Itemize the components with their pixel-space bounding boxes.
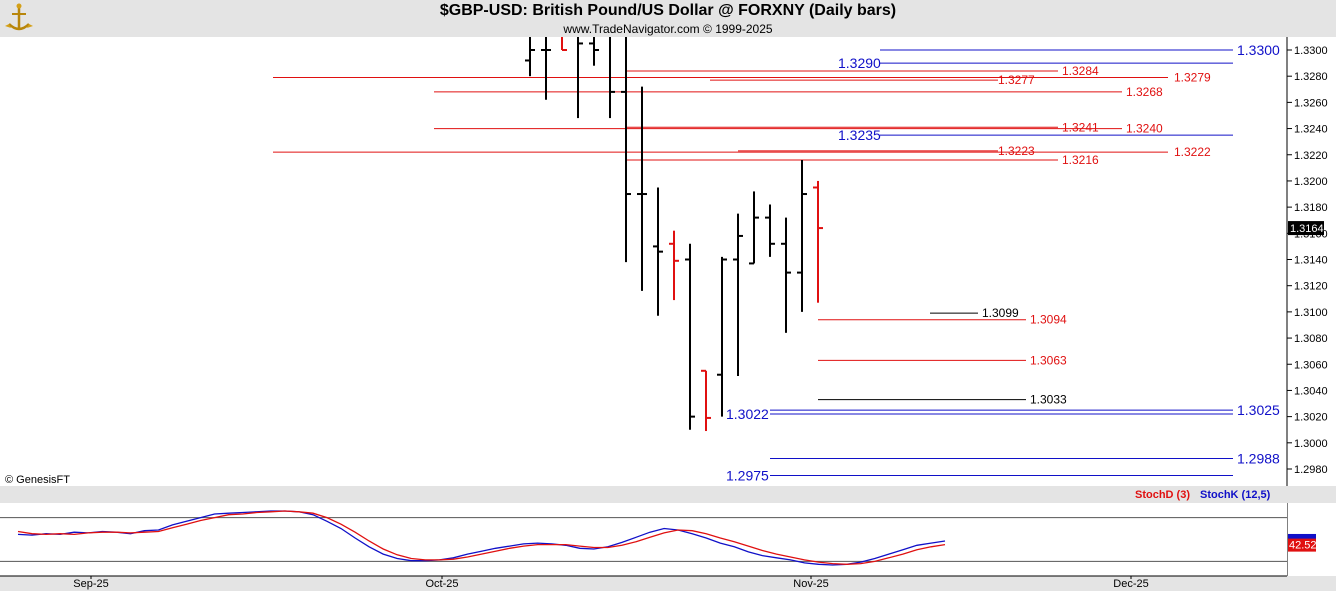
level-label: 1.3022 xyxy=(726,406,769,422)
stoch-k-line xyxy=(17,510,946,566)
stoch-k-legend: StochK (12,5) xyxy=(1200,489,1271,501)
price-panel xyxy=(0,37,1287,486)
stoch-d-legend: StochD (3) xyxy=(1135,489,1190,501)
price-tick-label: 1.3300 xyxy=(1294,45,1328,57)
chart-subtitle: www.TradeNavigator.com © 1999-2025 xyxy=(563,22,773,36)
level-label: 1.3223 xyxy=(998,144,1035,158)
ohlc-bars xyxy=(525,37,823,432)
level-label: 1.3268 xyxy=(1126,85,1163,99)
level-label: 1.3240 xyxy=(1126,122,1163,136)
level-label: 1.3241 xyxy=(1062,120,1099,134)
tradenavigator-logo-icon xyxy=(2,2,36,36)
indicator-header-bar xyxy=(0,486,1336,503)
level-label: 1.3222 xyxy=(1174,145,1211,159)
price-tick-label: 1.2980 xyxy=(1294,464,1328,476)
price-tick-label: 1.3180 xyxy=(1294,202,1328,214)
price-tick-label: 1.3240 xyxy=(1294,124,1328,136)
level-label: 1.3277 xyxy=(998,73,1035,87)
level-label: 1.3279 xyxy=(1174,70,1211,84)
level-label: 1.3235 xyxy=(838,127,881,143)
copyright-label: © GenesisFT xyxy=(5,474,70,486)
level-label: 1.3099 xyxy=(982,306,1019,320)
price-tick-label: 1.3020 xyxy=(1294,412,1328,424)
price-tick-label: 1.3140 xyxy=(1294,255,1328,267)
level-label: 1.3025 xyxy=(1237,402,1280,418)
price-tick-label: 1.3040 xyxy=(1294,385,1328,397)
chart-header: $GBP-USD: British Pound/US Dollar @ FORX… xyxy=(0,0,1336,37)
stoch-d-line xyxy=(17,510,946,565)
stoch-d-value-box xyxy=(1288,538,1316,552)
price-tick-label: 1.3120 xyxy=(1294,281,1328,293)
level-label: 1.3063 xyxy=(1030,353,1067,367)
level-label: 1.3300 xyxy=(1237,42,1280,58)
price-ticks: 1.3300 1.3280 1.3260 1.3240 1.3220 1.3200 1.31… xyxy=(1287,45,1328,476)
date-axis-bar xyxy=(0,576,1336,591)
level-label: 1.3033 xyxy=(1030,393,1067,407)
level-label: 1.3290 xyxy=(838,55,881,71)
price-tick-label: 1.3220 xyxy=(1294,150,1328,162)
price-tick-label: 1.3280 xyxy=(1294,71,1328,83)
last-price-label: 1.3164 xyxy=(1290,223,1324,235)
date-tick-label: Nov-25 xyxy=(793,578,828,590)
date-tick-label: Dec-25 xyxy=(1113,578,1148,590)
chart-title: $GBP-USD: British Pound/US Dollar @ FORX… xyxy=(439,2,897,19)
level-label: 1.3216 xyxy=(1062,153,1099,167)
price-tick-label: 1.3260 xyxy=(1294,97,1328,109)
price-tick-label: 1.3080 xyxy=(1294,333,1328,345)
level-label: 1.3094 xyxy=(1030,313,1067,327)
price-tick-label: 1.3000 xyxy=(1294,438,1328,450)
date-tick-label: Oct-25 xyxy=(425,578,458,590)
date-axis-labels: Sep-25 Oct-25 Nov-25 Dec-25 xyxy=(73,576,1149,590)
stochastic-oscillator: 42.52 xyxy=(0,510,1317,566)
stoch-last-value-label: 42.52 xyxy=(1289,540,1317,552)
date-tick-label: Sep-25 xyxy=(73,578,108,590)
support-resistance-levels: 1.3300 1.3290 1.3284 1.3279 1.3277 1.3268 1.32… xyxy=(273,42,1280,484)
price-tick-label: 1.3100 xyxy=(1294,307,1328,319)
level-label: 1.2975 xyxy=(726,468,769,484)
level-label: 1.2988 xyxy=(1237,451,1280,467)
level-label: 1.3284 xyxy=(1062,64,1099,78)
last-price-box xyxy=(1288,221,1324,236)
price-tick-label: 1.3060 xyxy=(1294,359,1328,371)
price-tick-label: 1.3200 xyxy=(1294,176,1328,188)
